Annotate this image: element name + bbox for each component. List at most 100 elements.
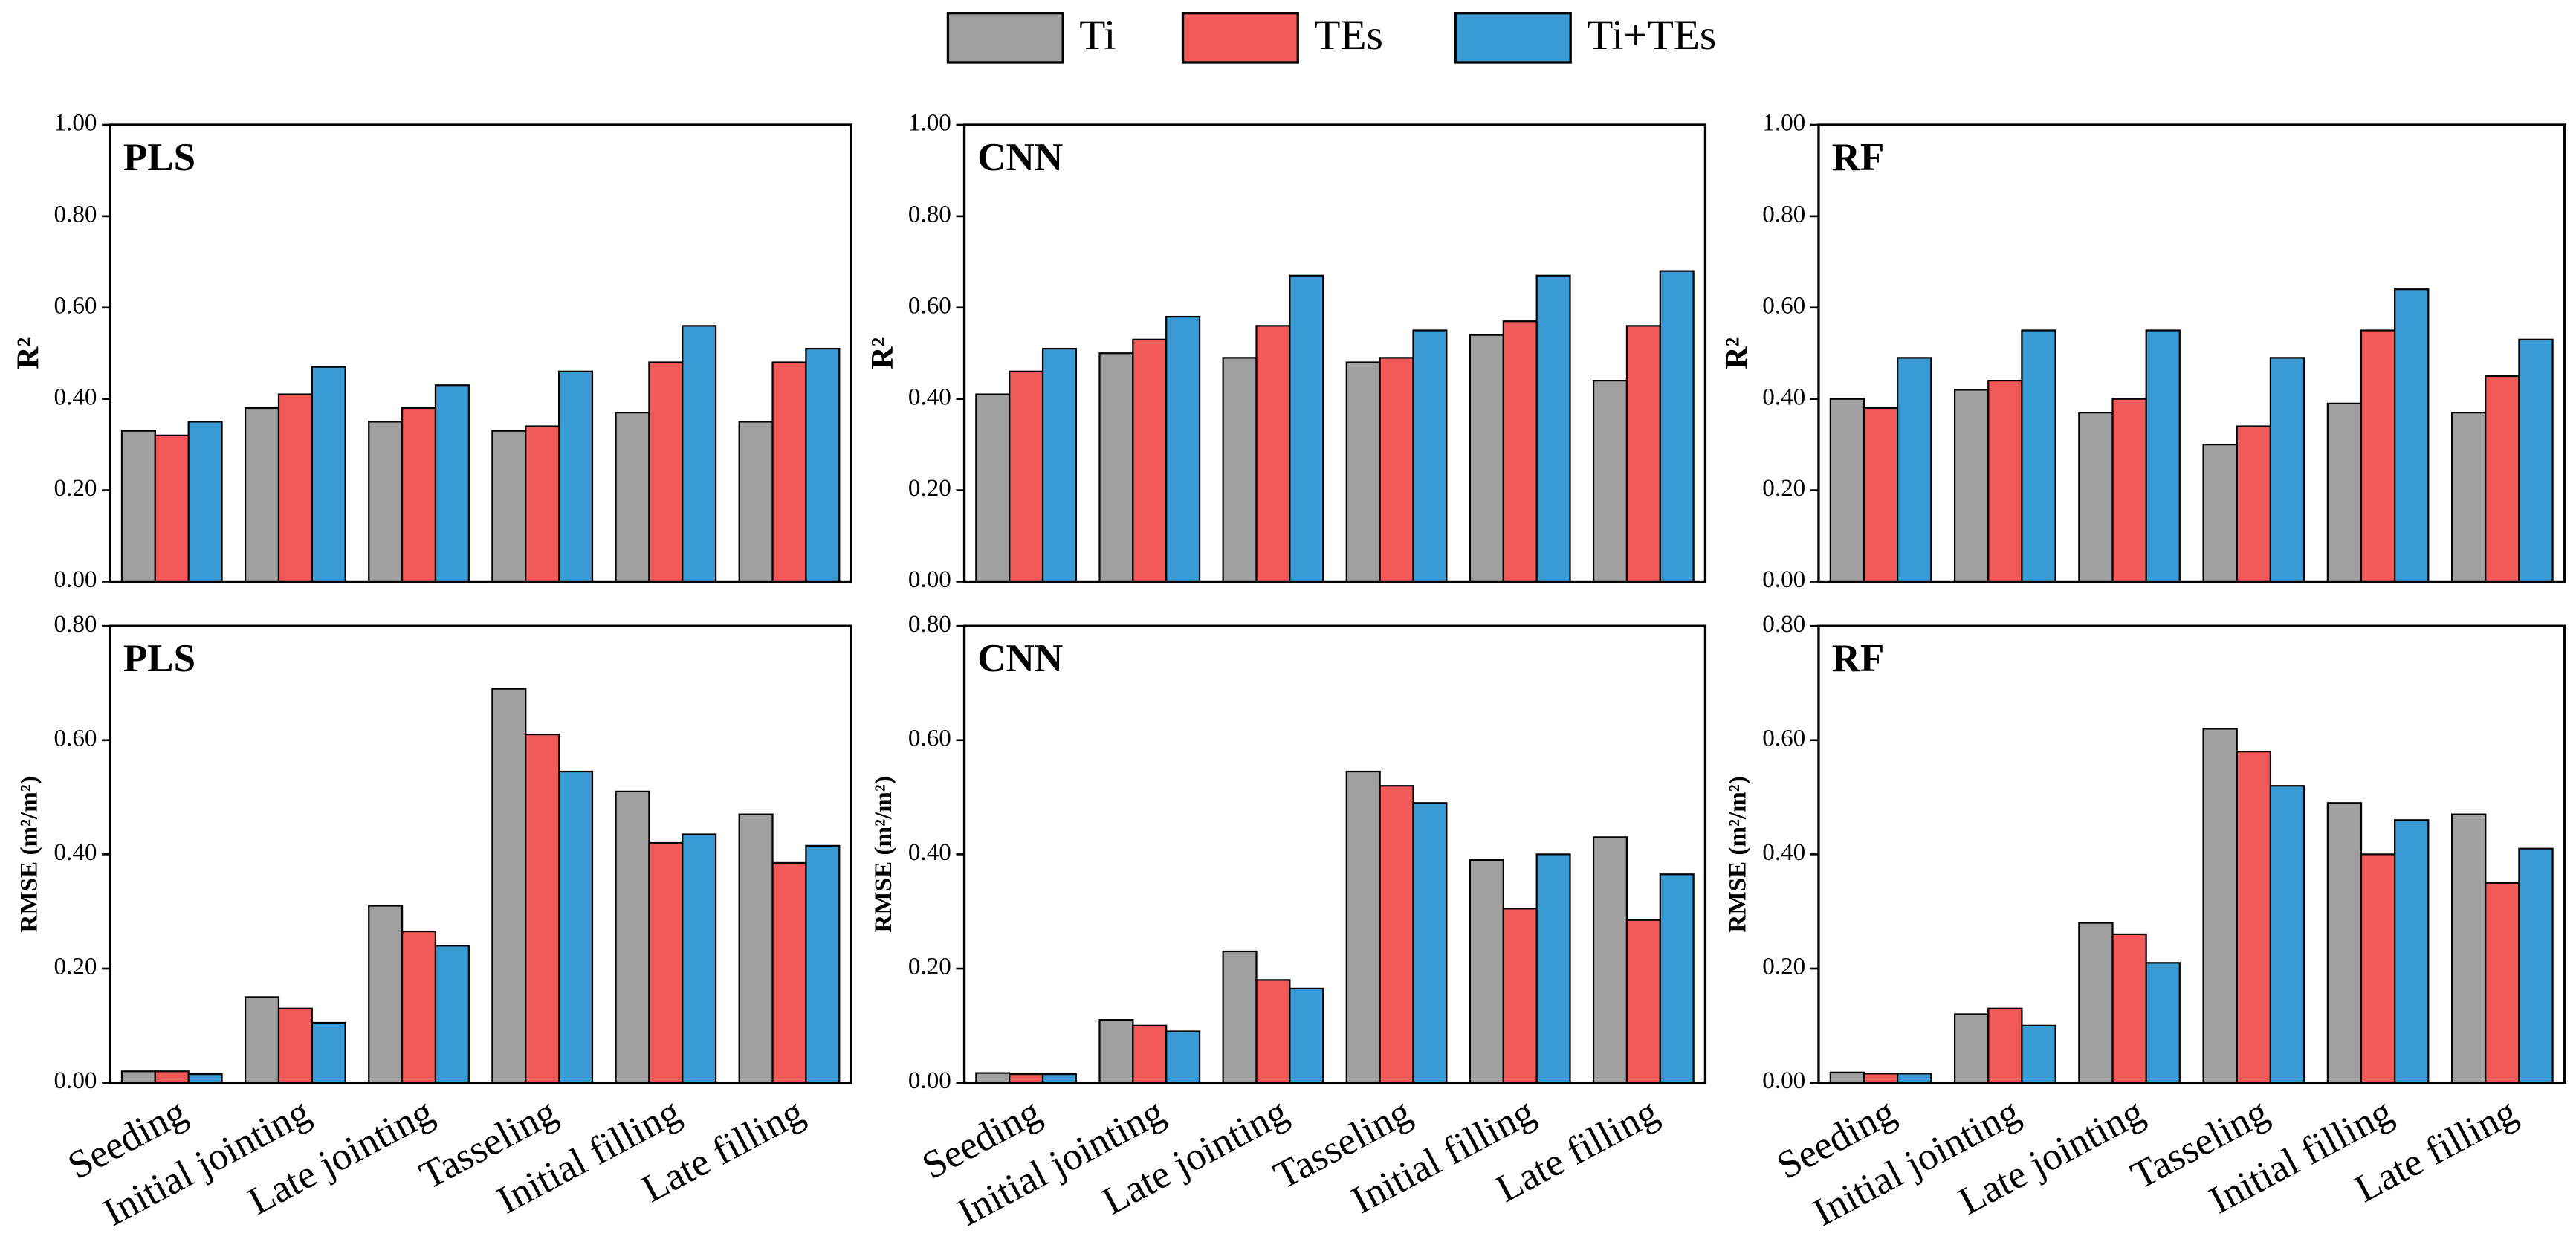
bar	[2021, 329, 2056, 583]
bar	[2111, 398, 2147, 583]
bar	[2269, 785, 2305, 1084]
y-tick-label: 0.80	[908, 200, 951, 227]
bar	[244, 407, 280, 583]
bar	[1829, 1071, 1865, 1084]
bar	[154, 434, 190, 583]
y-tick-label: 0.40	[1762, 383, 1805, 410]
y-tick-label: 1.00	[908, 109, 951, 137]
bar	[2021, 1024, 2056, 1084]
bar	[1345, 770, 1381, 1084]
bar	[1535, 853, 1571, 1084]
panel-title: PLS	[123, 136, 195, 179]
bar	[1987, 1007, 2023, 1084]
plot-frame	[109, 624, 852, 1084]
panel-title: RF	[1832, 136, 1885, 179]
y-axis-label: RMSE (m²/m²)	[870, 776, 897, 932]
legend-label: Ti	[1079, 12, 1116, 59]
bar	[311, 1021, 346, 1084]
bar	[2360, 329, 2396, 583]
y-tick-label: 0.20	[908, 953, 951, 980]
bar	[2145, 329, 2181, 583]
bar	[2360, 853, 2396, 1084]
y-tick-label: 0.00	[1762, 566, 1805, 593]
bar	[187, 1073, 223, 1084]
bar	[1469, 859, 1504, 1084]
y-tick-label: 0.60	[54, 291, 97, 319]
bar	[975, 1072, 1011, 1084]
bar	[525, 425, 560, 583]
y-tick-label: 0.20	[54, 953, 97, 980]
bar	[1592, 836, 1628, 1084]
bar	[1009, 1073, 1044, 1084]
bar	[434, 945, 470, 1084]
plot-frame	[962, 624, 1707, 1084]
y-tick-label: 0.80	[1762, 610, 1805, 638]
y-tick-label: 0.00	[54, 566, 97, 593]
y-tick-label: 0.40	[908, 838, 951, 866]
bar	[1502, 320, 1538, 583]
bar	[120, 1070, 156, 1084]
bar	[244, 996, 280, 1084]
bar	[187, 421, 223, 583]
y-tick-label: 0.40	[54, 383, 97, 410]
bar	[368, 905, 404, 1084]
bar	[1041, 347, 1078, 583]
bar	[2202, 728, 2238, 1084]
bar	[771, 361, 807, 583]
bar	[154, 1070, 190, 1084]
panel-title: RF	[1832, 637, 1885, 680]
bar	[1829, 398, 1865, 583]
bar	[1041, 1073, 1078, 1084]
y-tick-label: 0.00	[1762, 1067, 1805, 1094]
bar	[738, 421, 774, 583]
bar	[2394, 288, 2430, 583]
bar	[2326, 402, 2363, 583]
bar	[1469, 334, 1504, 583]
bar	[1255, 979, 1291, 1084]
bar	[2236, 425, 2272, 583]
y-tick-label: 0.60	[1762, 724, 1805, 751]
y-tick-label: 0.40	[1762, 838, 1805, 866]
plot-frame	[1817, 624, 2566, 1084]
y-tick-label: 0.00	[908, 566, 951, 593]
bar	[1863, 1073, 1899, 1084]
bar	[648, 841, 684, 1084]
y-tick-label: 0.60	[908, 724, 951, 751]
plot-frame	[962, 123, 1707, 583]
plot-frame	[109, 123, 852, 583]
legend-label: Ti+TEs	[1587, 12, 1716, 59]
bar	[2394, 819, 2430, 1084]
bar	[1222, 357, 1258, 583]
panel-title: PLS	[123, 637, 195, 680]
bar	[2078, 922, 2114, 1084]
bar	[1953, 1013, 1990, 1084]
bar	[1659, 873, 1695, 1084]
bar	[1535, 274, 1571, 583]
bar	[2518, 847, 2554, 1084]
bar	[1222, 950, 1258, 1084]
y-tick-label: 1.00	[54, 109, 97, 137]
bar	[1098, 1019, 1134, 1084]
bar	[805, 347, 841, 583]
bar	[2485, 375, 2520, 583]
bar	[1009, 370, 1044, 583]
bar	[1255, 325, 1291, 583]
bar	[2145, 962, 2181, 1084]
bar	[1379, 785, 1414, 1084]
bar	[1165, 315, 1201, 583]
bar	[1098, 352, 1134, 583]
y-tick-label: 0.80	[54, 610, 97, 638]
legend-swatch	[946, 12, 1064, 64]
bar	[615, 790, 650, 1084]
bar	[1345, 361, 1381, 583]
y-axis-label: R²	[866, 337, 900, 369]
y-axis-label: R²	[12, 337, 46, 369]
y-tick-label: 1.00	[1762, 109, 1805, 137]
y-tick-label: 0.60	[54, 724, 97, 751]
y-tick-label: 0.80	[54, 200, 97, 227]
bar	[1379, 357, 1414, 583]
bar	[1987, 379, 2023, 583]
y-tick-label: 0.40	[908, 383, 951, 410]
bar	[1412, 329, 1448, 583]
